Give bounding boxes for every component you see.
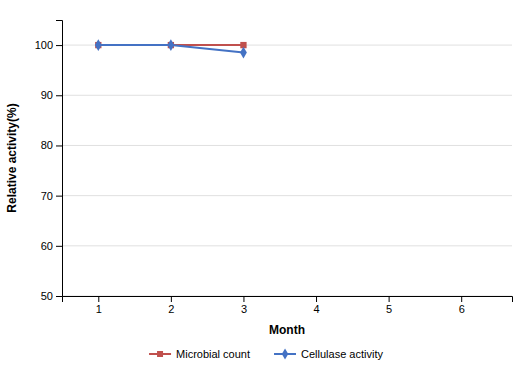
chart-container: 1 2 3 4 5 6 50 60 70 80 90 100 Month Relative activit… — [0, 0, 532, 368]
y-tick-label: 100 — [35, 39, 53, 51]
x-tick: 3 — [241, 296, 247, 315]
y-tick-label: 60 — [41, 240, 53, 252]
x-tick: 4 — [313, 296, 319, 315]
legend-item: Cellulase activity — [274, 348, 383, 360]
y-tick-label: 90 — [41, 89, 53, 101]
grid-line — [62, 145, 512, 146]
y-tick-mark — [56, 95, 62, 96]
grid-line — [62, 245, 512, 246]
y-tick: 50 — [41, 290, 62, 302]
y-axis-line — [56, 21, 63, 297]
y-tick: 90 — [41, 89, 62, 101]
x-tick-mark — [316, 296, 317, 302]
y-tick-mark — [56, 246, 62, 247]
y-tick-label: 50 — [41, 290, 53, 302]
x-tick-mark — [98, 296, 99, 302]
y-tick: 70 — [41, 190, 62, 202]
legend: Microbial count Cellulase activity — [149, 348, 383, 360]
series-markers — [95, 39, 247, 58]
x-tick: 2 — [168, 296, 174, 315]
x-tick: 1 — [96, 296, 102, 315]
x-tick-label: 1 — [96, 303, 102, 315]
grid-line — [62, 195, 512, 196]
x-tick-mark — [243, 296, 244, 302]
x-axis-title: Month — [269, 323, 305, 337]
x-axis-line — [63, 297, 513, 303]
x-axis: 1 2 3 4 5 6 — [63, 296, 513, 315]
chart-svg: 1 2 3 4 5 6 50 60 70 80 90 100 Month Relative activit… — [0, 0, 532, 368]
y-tick-mark — [56, 196, 62, 197]
legend-symbol — [282, 348, 288, 359]
series-point — [167, 39, 174, 51]
y-axis-title: Relative activity(%) — [5, 103, 19, 212]
x-tick-label: 5 — [386, 303, 392, 315]
legend-symbol — [157, 351, 163, 357]
y-tick: 80 — [41, 139, 62, 151]
x-tick-label: 2 — [168, 303, 174, 315]
y-tick-label: 70 — [41, 190, 53, 202]
y-tick-mark — [56, 45, 62, 46]
x-tick: 5 — [386, 296, 392, 315]
legend-item: Microbial count — [149, 348, 250, 360]
x-tick-mark — [389, 296, 390, 302]
x-tick-mark — [461, 296, 462, 302]
x-tick-label: 3 — [241, 303, 247, 315]
legend-label: Microbial count — [176, 348, 250, 360]
x-tick-label: 4 — [313, 303, 319, 315]
y-axis: 50 60 70 80 90 100 — [35, 21, 63, 303]
x-tick-label: 6 — [459, 303, 465, 315]
y-tick-mark — [56, 296, 62, 297]
y-tick-mark — [56, 145, 62, 146]
legend-label: Cellulase activity — [301, 348, 383, 360]
x-tick: 6 — [459, 296, 465, 315]
grid-line — [62, 95, 512, 96]
y-tick: 100 — [35, 39, 62, 51]
grid — [62, 45, 512, 296]
y-tick-label: 80 — [41, 139, 53, 151]
y-tick: 60 — [41, 240, 62, 252]
series-point — [95, 39, 102, 51]
plot-area — [95, 39, 247, 58]
x-tick-mark — [171, 296, 172, 302]
series-point — [240, 47, 247, 59]
